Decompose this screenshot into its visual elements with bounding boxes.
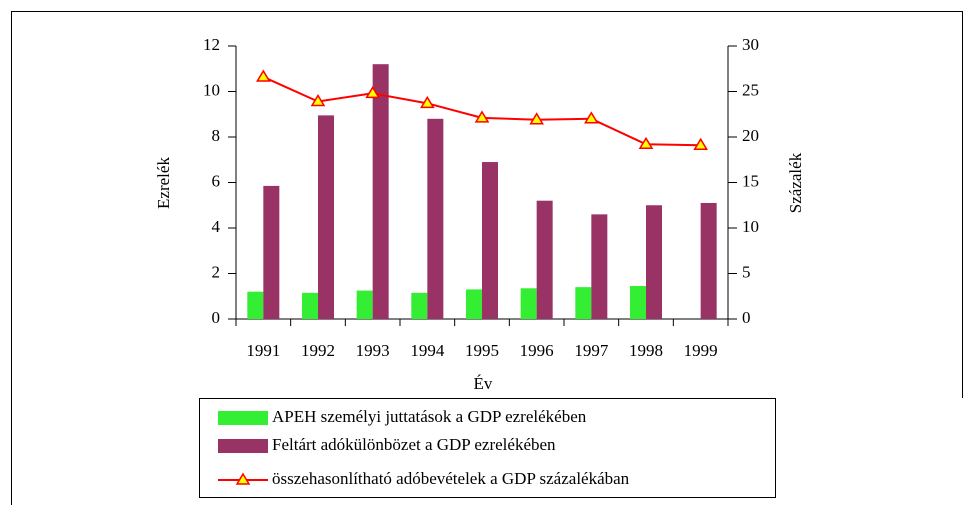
legend-label: Feltárt adókülönbözet a GDP ezrelékében [272, 435, 556, 454]
bar [466, 289, 482, 319]
x-tick-label: 1992 [301, 341, 335, 360]
y2-tick-label: 10 [742, 217, 759, 236]
marker [584, 111, 599, 124]
marker [365, 85, 380, 99]
bar [411, 292, 428, 319]
bar [630, 286, 646, 319]
x-tick-label: 1991 [246, 341, 280, 360]
bar [520, 288, 537, 319]
marker [420, 95, 435, 109]
y2-tick-label: 5 [742, 262, 751, 281]
x-tick-label: 1997 [574, 341, 609, 360]
x-tick-label: 1993 [356, 341, 390, 360]
x-tick-label: 1996 [520, 341, 554, 360]
marker [693, 137, 708, 150]
bar [247, 291, 264, 319]
y2-tick-label: 0 [742, 308, 751, 327]
x-tick-label: 1999 [684, 341, 718, 360]
legend-label: APEH személyi juttatások a GDP ezrelékéb… [272, 407, 587, 426]
y-tick-label: 8 [212, 126, 221, 145]
marker [310, 94, 326, 107]
x-axis-title: Év [474, 374, 493, 393]
legend-swatch [218, 439, 268, 453]
y-tick-label: 4 [212, 217, 221, 236]
legend-swatch [218, 411, 268, 425]
y-tick-label: 0 [212, 308, 221, 327]
y-tick-label: 10 [203, 80, 220, 99]
y2-tick-label: 15 [742, 171, 759, 190]
y-tick-label: 12 [203, 35, 220, 54]
x-tick-label: 1998 [629, 341, 663, 360]
x-tick-label: 1995 [465, 341, 499, 360]
bar [302, 292, 318, 319]
y-axis-title: Ezrelék [154, 157, 173, 209]
bar [263, 185, 280, 319]
bar [700, 202, 717, 319]
bar [646, 205, 662, 319]
bar [427, 118, 444, 319]
marker [256, 69, 271, 82]
y2-axis-title: Százalék [786, 152, 805, 213]
y-tick-label: 6 [212, 171, 221, 190]
y2-tick-label: 20 [742, 126, 759, 145]
legend-marker [235, 472, 251, 485]
bar [591, 214, 608, 319]
y2-tick-label: 25 [742, 80, 759, 99]
marker [529, 112, 544, 125]
bar [536, 200, 553, 319]
x-tick-label: 1994 [410, 341, 445, 360]
bar [356, 290, 373, 319]
bar [318, 115, 334, 319]
marker [474, 110, 490, 123]
bar [482, 162, 498, 319]
bar [575, 287, 592, 319]
legend-box [199, 398, 776, 498]
frame [11, 11, 963, 505]
y-tick-label: 2 [212, 262, 221, 281]
bar [372, 64, 389, 319]
legend-label: összehasonlítható adóbevételek a GDP szá… [272, 469, 630, 488]
marker [638, 136, 654, 150]
y2-tick-label: 30 [742, 35, 759, 54]
